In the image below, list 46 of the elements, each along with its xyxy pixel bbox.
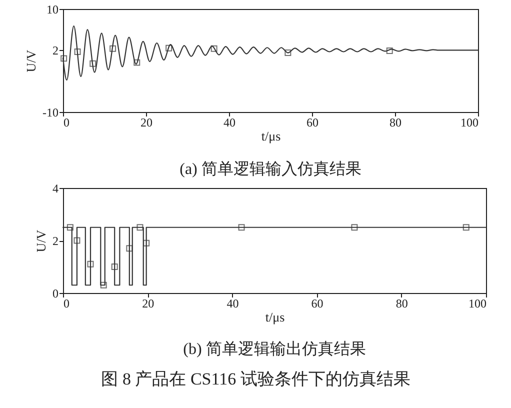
x-tick-label: 60 xyxy=(306,116,318,130)
caption: 图 8 产品在 CS116 试验条件下的仿真结果 xyxy=(101,370,410,388)
point xyxy=(110,45,116,52)
point xyxy=(284,50,292,56)
point xyxy=(111,264,118,270)
y-tick-label: 4 xyxy=(52,182,58,196)
point xyxy=(100,282,107,288)
point xyxy=(74,237,80,244)
x-tick-label: 20 xyxy=(142,296,154,310)
x-tick-label: 80 xyxy=(390,116,402,130)
x-axis-title: t/μs xyxy=(265,310,285,324)
point xyxy=(60,55,68,62)
x-tick-label: 0 xyxy=(64,116,70,130)
text: (b) 简单逻辑输出仿真结果 xyxy=(183,340,366,358)
point xyxy=(126,245,133,252)
x-tick-label: 40 xyxy=(226,296,239,310)
point xyxy=(74,48,81,55)
point xyxy=(66,224,74,231)
point xyxy=(351,224,358,231)
line-series xyxy=(62,25,479,81)
point xyxy=(90,60,96,67)
y-tick-label: 0 xyxy=(52,286,58,300)
point xyxy=(134,59,140,66)
y-tick-label: -10 xyxy=(42,106,58,120)
point xyxy=(166,44,172,52)
x-tick-label: 100 xyxy=(460,116,478,130)
x-tick-label: 20 xyxy=(140,116,152,130)
y-tick-label: 10 xyxy=(46,2,58,16)
text: (a) 简单逻辑输入仿真结果 xyxy=(180,160,362,178)
point xyxy=(210,45,218,52)
x-tick-label: 100 xyxy=(468,296,486,310)
x-tick-label: 40 xyxy=(224,116,236,130)
x-tick-label: 80 xyxy=(396,296,408,310)
x-tick-label: 0 xyxy=(64,296,70,310)
point xyxy=(143,240,150,246)
y-tick-label: 2 xyxy=(52,234,58,248)
x-axis-title: t/μs xyxy=(261,128,281,144)
x-tick-label: 60 xyxy=(311,296,324,310)
point xyxy=(87,260,94,268)
point xyxy=(462,224,470,231)
point xyxy=(386,47,393,54)
point xyxy=(238,224,245,231)
y-tick-label: 2 xyxy=(52,44,58,58)
point xyxy=(136,224,144,231)
y-axis-title: U/V xyxy=(34,229,48,252)
y-axis-title: U/V xyxy=(24,49,39,72)
